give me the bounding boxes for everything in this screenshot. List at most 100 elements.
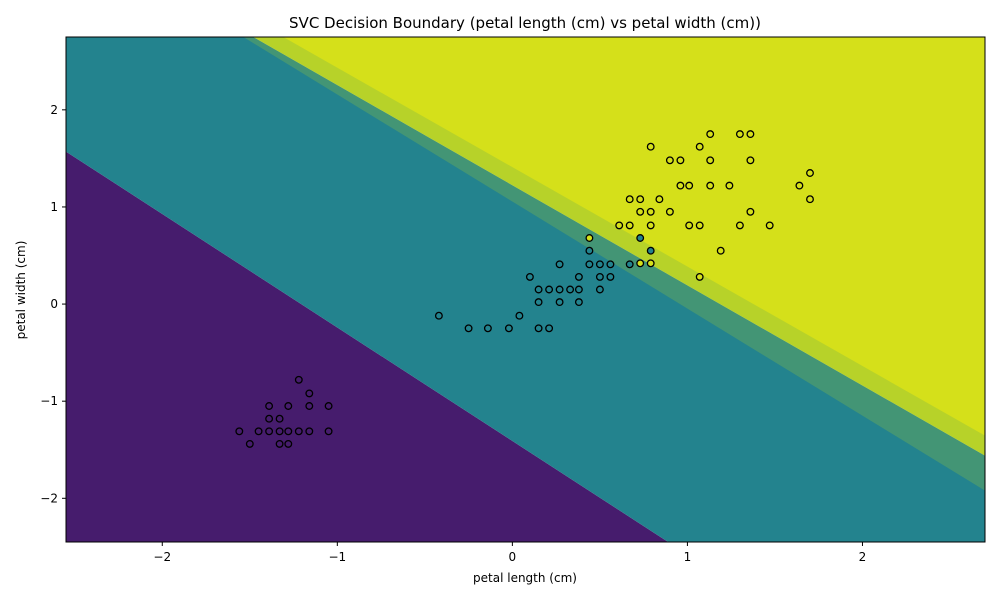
data-point-class-2 — [665, 207, 674, 216]
data-point-class-2 — [625, 195, 634, 204]
data-point-class-2 — [646, 207, 655, 216]
x-tick-label: 1 — [684, 550, 692, 564]
data-point-class-1 — [574, 298, 583, 307]
data-point-class-1 — [625, 260, 634, 269]
data-point-class-2 — [716, 246, 725, 255]
data-point-class-2 — [585, 234, 594, 242]
data-point-class-1 — [555, 260, 564, 269]
data-point-class-1 — [574, 285, 583, 294]
data-point-class-2 — [706, 181, 715, 190]
y-axis-ticks: −2 −1 0 1 2 — [40, 103, 66, 505]
data-point-class-0 — [284, 402, 293, 410]
data-point-class-1 — [595, 260, 604, 269]
data-point-class-2 — [625, 221, 634, 230]
data-point-class-0 — [294, 427, 303, 436]
data-point-class-1 — [483, 324, 492, 333]
data-point-class-1 — [534, 285, 543, 294]
data-point-class-1 — [566, 285, 575, 294]
data-point-class-2 — [646, 221, 655, 230]
data-point-class-1 — [574, 272, 583, 281]
data-point-class-1 — [515, 311, 524, 320]
data-point-class-1 — [534, 324, 543, 333]
data-point-class-1 — [545, 324, 554, 333]
data-point-class-1 — [434, 311, 443, 320]
data-point-class-2 — [706, 156, 715, 165]
data-point-class-1 — [534, 298, 543, 307]
data-point-class-2 — [636, 259, 645, 268]
data-point-class-1 — [595, 285, 604, 294]
x-axis-ticks: −2 −1 0 1 2 — [153, 542, 866, 564]
data-point-class-2 — [646, 142, 655, 151]
data-point-class-1 — [606, 272, 615, 281]
data-point-class-2 — [695, 272, 704, 281]
data-point-class-2 — [655, 195, 664, 204]
decision-region-class-1 — [66, 37, 985, 542]
data-point-class-0 — [275, 439, 284, 448]
data-point-class-0 — [265, 414, 274, 423]
y-tick-label: 2 — [50, 103, 58, 117]
plot-frame — [65, 36, 986, 543]
y-tick-label: 0 — [50, 297, 58, 311]
data-point-class-1 — [555, 285, 564, 294]
data-point-class-2 — [636, 207, 645, 216]
data-point-class-2 — [795, 181, 804, 190]
data-point-class-0 — [305, 427, 314, 436]
x-tick-label: 2 — [859, 550, 867, 564]
data-points — [235, 130, 814, 448]
decision-regions — [66, 37, 985, 542]
data-point-class-2 — [676, 156, 685, 165]
data-point-class-0 — [235, 427, 244, 436]
data-point-class-1 — [555, 298, 564, 307]
data-point-class-2 — [706, 130, 715, 139]
data-point-class-1 — [525, 272, 534, 281]
data-point-class-0 — [245, 439, 254, 448]
data-point-class-2 — [806, 195, 814, 204]
data-point-class-2 — [665, 156, 674, 165]
data-point-class-0 — [324, 427, 333, 436]
data-point-class-2 — [685, 221, 694, 230]
data-point-class-0 — [275, 427, 284, 436]
data-point-class-2 — [735, 130, 744, 139]
data-point-class-2 — [685, 181, 694, 190]
data-point-class-1 — [595, 272, 604, 281]
data-point-class-0 — [275, 414, 284, 423]
data-point-class-2 — [695, 142, 704, 151]
chart-title: SVC Decision Boundary (petal length (cm)… — [289, 14, 761, 32]
plot-area — [66, 37, 985, 542]
y-tick-label: −1 — [40, 394, 58, 408]
data-point-class-1 — [504, 324, 513, 333]
data-point-class-2 — [746, 156, 755, 165]
x-axis-label: petal length (cm) — [473, 571, 577, 585]
data-point-class-2 — [615, 221, 624, 230]
decision-region-class-2 — [253, 37, 985, 456]
data-point-class-0 — [265, 427, 274, 436]
data-point-class-2 — [735, 221, 744, 230]
data-point-class-2 — [646, 259, 655, 268]
data-point-class-1 — [606, 260, 615, 269]
data-point-class-1 — [545, 285, 554, 294]
data-point-class-0 — [305, 389, 314, 398]
data-point-class-0 — [254, 427, 263, 436]
data-point-class-1 — [464, 324, 473, 333]
data-point-class-1 — [585, 260, 594, 269]
x-tick-label: −2 — [153, 550, 171, 564]
data-point-class-2 — [765, 221, 774, 230]
y-axis-label: petal width (cm) — [14, 241, 28, 340]
data-point-class-0 — [294, 375, 303, 384]
data-point-class-0 — [284, 439, 293, 448]
data-point-class-2 — [695, 221, 704, 230]
data-point-class-2 — [806, 169, 814, 177]
data-point-class-2 — [746, 207, 755, 216]
data-point-class-1 — [646, 246, 655, 255]
x-tick-label: 0 — [509, 550, 517, 564]
data-point-class-0 — [324, 402, 333, 410]
data-point-class-0 — [265, 402, 274, 410]
data-point-class-2 — [676, 181, 685, 190]
data-point-class-2 — [725, 181, 734, 190]
data-point-class-0 — [305, 402, 314, 410]
data-point-class-0 — [284, 427, 293, 436]
data-point-class-1 — [585, 246, 594, 255]
y-tick-label: −2 — [40, 491, 58, 505]
data-point-class-1 — [636, 234, 645, 242]
